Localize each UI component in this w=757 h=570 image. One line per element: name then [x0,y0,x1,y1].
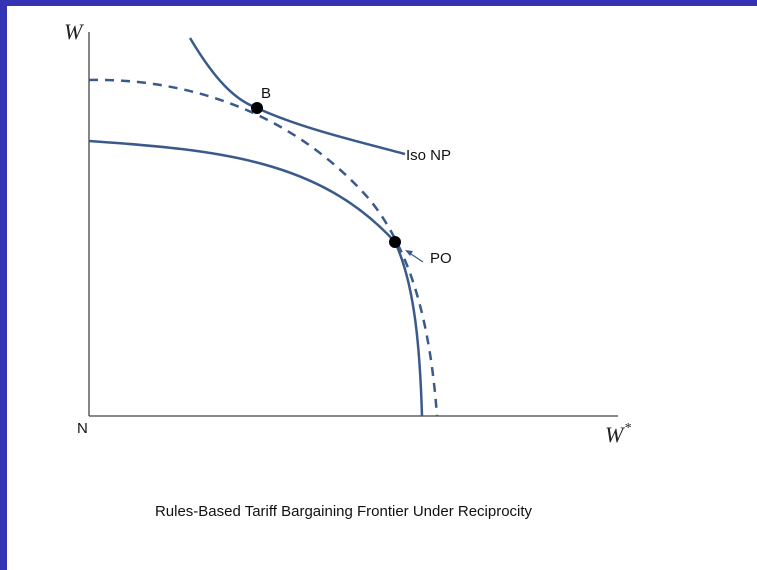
iso-np-label: Iso NP [406,147,451,164]
point-po [389,236,401,248]
point-b-label: B [261,85,271,102]
slide-frame-top [0,0,757,6]
x-axis-label: W [605,422,625,447]
slide-frame-left [0,0,7,570]
iso-np-curve [188,37,406,156]
point-po-label: PO [430,250,452,267]
solid-frontier-curve [88,139,424,417]
diagram-caption: Rules-Based Tariff Bargaining Frontier U… [154,503,533,520]
po-arrow-head [405,250,413,256]
x-axis-superscript: * [624,421,631,436]
dashed-frontier-curve [88,78,439,417]
point-b [251,102,263,114]
origin-label: N [77,420,88,437]
y-axis-label: W [64,19,84,44]
